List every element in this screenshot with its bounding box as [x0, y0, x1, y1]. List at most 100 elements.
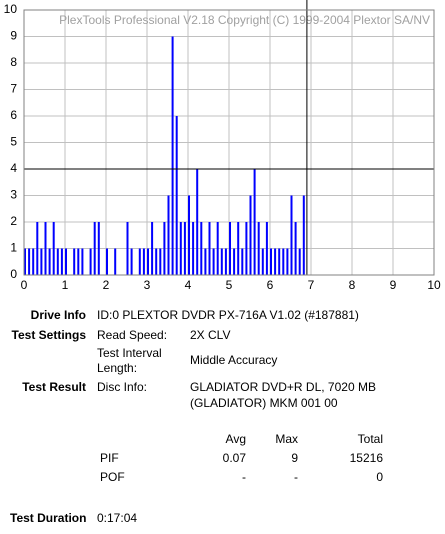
x-tick-label: 2	[103, 278, 110, 292]
y-tick-label: 10	[4, 2, 18, 16]
plot-border	[23, 9, 435, 276]
bar	[290, 195, 293, 275]
x-tick-label: 4	[185, 278, 192, 292]
cell: -	[242, 470, 246, 484]
bar	[245, 222, 248, 275]
bar	[73, 248, 76, 275]
bar	[294, 222, 297, 275]
bar	[52, 222, 55, 275]
bar	[24, 248, 26, 275]
value: Middle Accuracy	[190, 353, 278, 367]
bar	[175, 116, 178, 275]
bar	[208, 222, 211, 275]
x-tick-label: 5	[226, 278, 233, 292]
bar	[265, 222, 268, 275]
row-label: POF	[100, 470, 125, 484]
label: Test Result	[22, 380, 86, 394]
bar	[130, 248, 133, 275]
bar	[270, 248, 272, 275]
cell: 15216	[349, 451, 383, 465]
cell: 9	[291, 451, 298, 465]
y-tick-label: 4	[10, 161, 17, 175]
y-tick-label: 0	[10, 267, 17, 281]
bar	[32, 248, 35, 275]
y-tick-label: 2	[10, 214, 17, 228]
y-tick-label: 6	[10, 108, 17, 122]
bar	[167, 195, 170, 275]
row-label: PIF	[100, 451, 119, 465]
value: (GLADIATOR) MKM 001 00	[190, 396, 338, 410]
bar	[286, 248, 289, 275]
x-tick-label: 6	[267, 278, 274, 292]
label: Drive Info	[30, 308, 86, 322]
bar	[142, 248, 145, 275]
cell: -	[294, 470, 298, 484]
value: 2X CLV	[190, 328, 231, 342]
bar	[171, 36, 174, 275]
y-tick-label: 3	[10, 188, 17, 202]
bar	[278, 248, 281, 275]
bar	[106, 248, 108, 275]
chart: 0 1 2 3 4 5 6 7 8 9 10 0 1 2 3 4 5 6 7 8 9 10 PlexTools Profes…	[4, 0, 441, 292]
bar	[65, 248, 67, 275]
x-tick-label: 7	[308, 278, 315, 292]
label: Test Duration	[10, 511, 87, 525]
value: Test Interval	[97, 346, 162, 360]
bar	[298, 248, 301, 275]
bar	[192, 222, 195, 275]
bar	[249, 195, 252, 275]
y-tick-label: 5	[10, 135, 17, 149]
bar	[159, 248, 162, 275]
bar	[253, 169, 256, 275]
value: 0:17:04	[97, 511, 138, 525]
bar	[241, 248, 244, 275]
bar	[114, 248, 117, 275]
bar	[89, 248, 92, 275]
bar	[93, 222, 96, 275]
bar	[151, 222, 154, 275]
bar	[233, 248, 236, 275]
bar	[126, 222, 129, 275]
bar	[81, 248, 84, 275]
bar	[188, 195, 190, 275]
bar	[155, 248, 158, 275]
y-tick-label: 7	[10, 82, 17, 96]
column-header: Avg	[225, 432, 246, 446]
bar	[261, 248, 264, 275]
bar	[274, 248, 277, 275]
bar	[28, 248, 31, 275]
bar	[204, 248, 207, 275]
value: Disc Info:	[97, 380, 148, 394]
y-tick-label: 9	[10, 29, 17, 43]
x-tick-label: 3	[144, 278, 151, 292]
cell: 0.07	[222, 451, 246, 465]
bar	[60, 248, 63, 275]
y-tick-label: 1	[10, 241, 17, 255]
bar	[229, 222, 231, 275]
bar	[220, 248, 223, 275]
column-header: Total	[357, 432, 383, 446]
label: Test Settings	[11, 328, 86, 342]
bar	[200, 222, 203, 275]
bar	[147, 248, 149, 275]
bar	[179, 222, 182, 275]
x-tick-label: 0	[21, 278, 28, 292]
bar	[44, 222, 47, 275]
bar	[257, 222, 260, 275]
bar	[138, 248, 141, 275]
bar	[216, 222, 219, 275]
bar	[36, 222, 39, 275]
bar	[302, 195, 305, 275]
chart-title: PlexTools Professional V2.18 Copyright (…	[59, 13, 430, 27]
value: Read Speed:	[97, 328, 168, 342]
bar	[237, 222, 240, 275]
value: GLADIATOR DVD+R DL, 7020 MB	[190, 380, 376, 394]
bar	[224, 248, 227, 275]
x-tick-label: 8	[349, 278, 356, 292]
bar	[97, 222, 100, 275]
bar	[212, 248, 215, 275]
x-tick-label: 1	[62, 278, 69, 292]
y-tick-label: 8	[10, 55, 17, 69]
bar	[282, 248, 285, 275]
